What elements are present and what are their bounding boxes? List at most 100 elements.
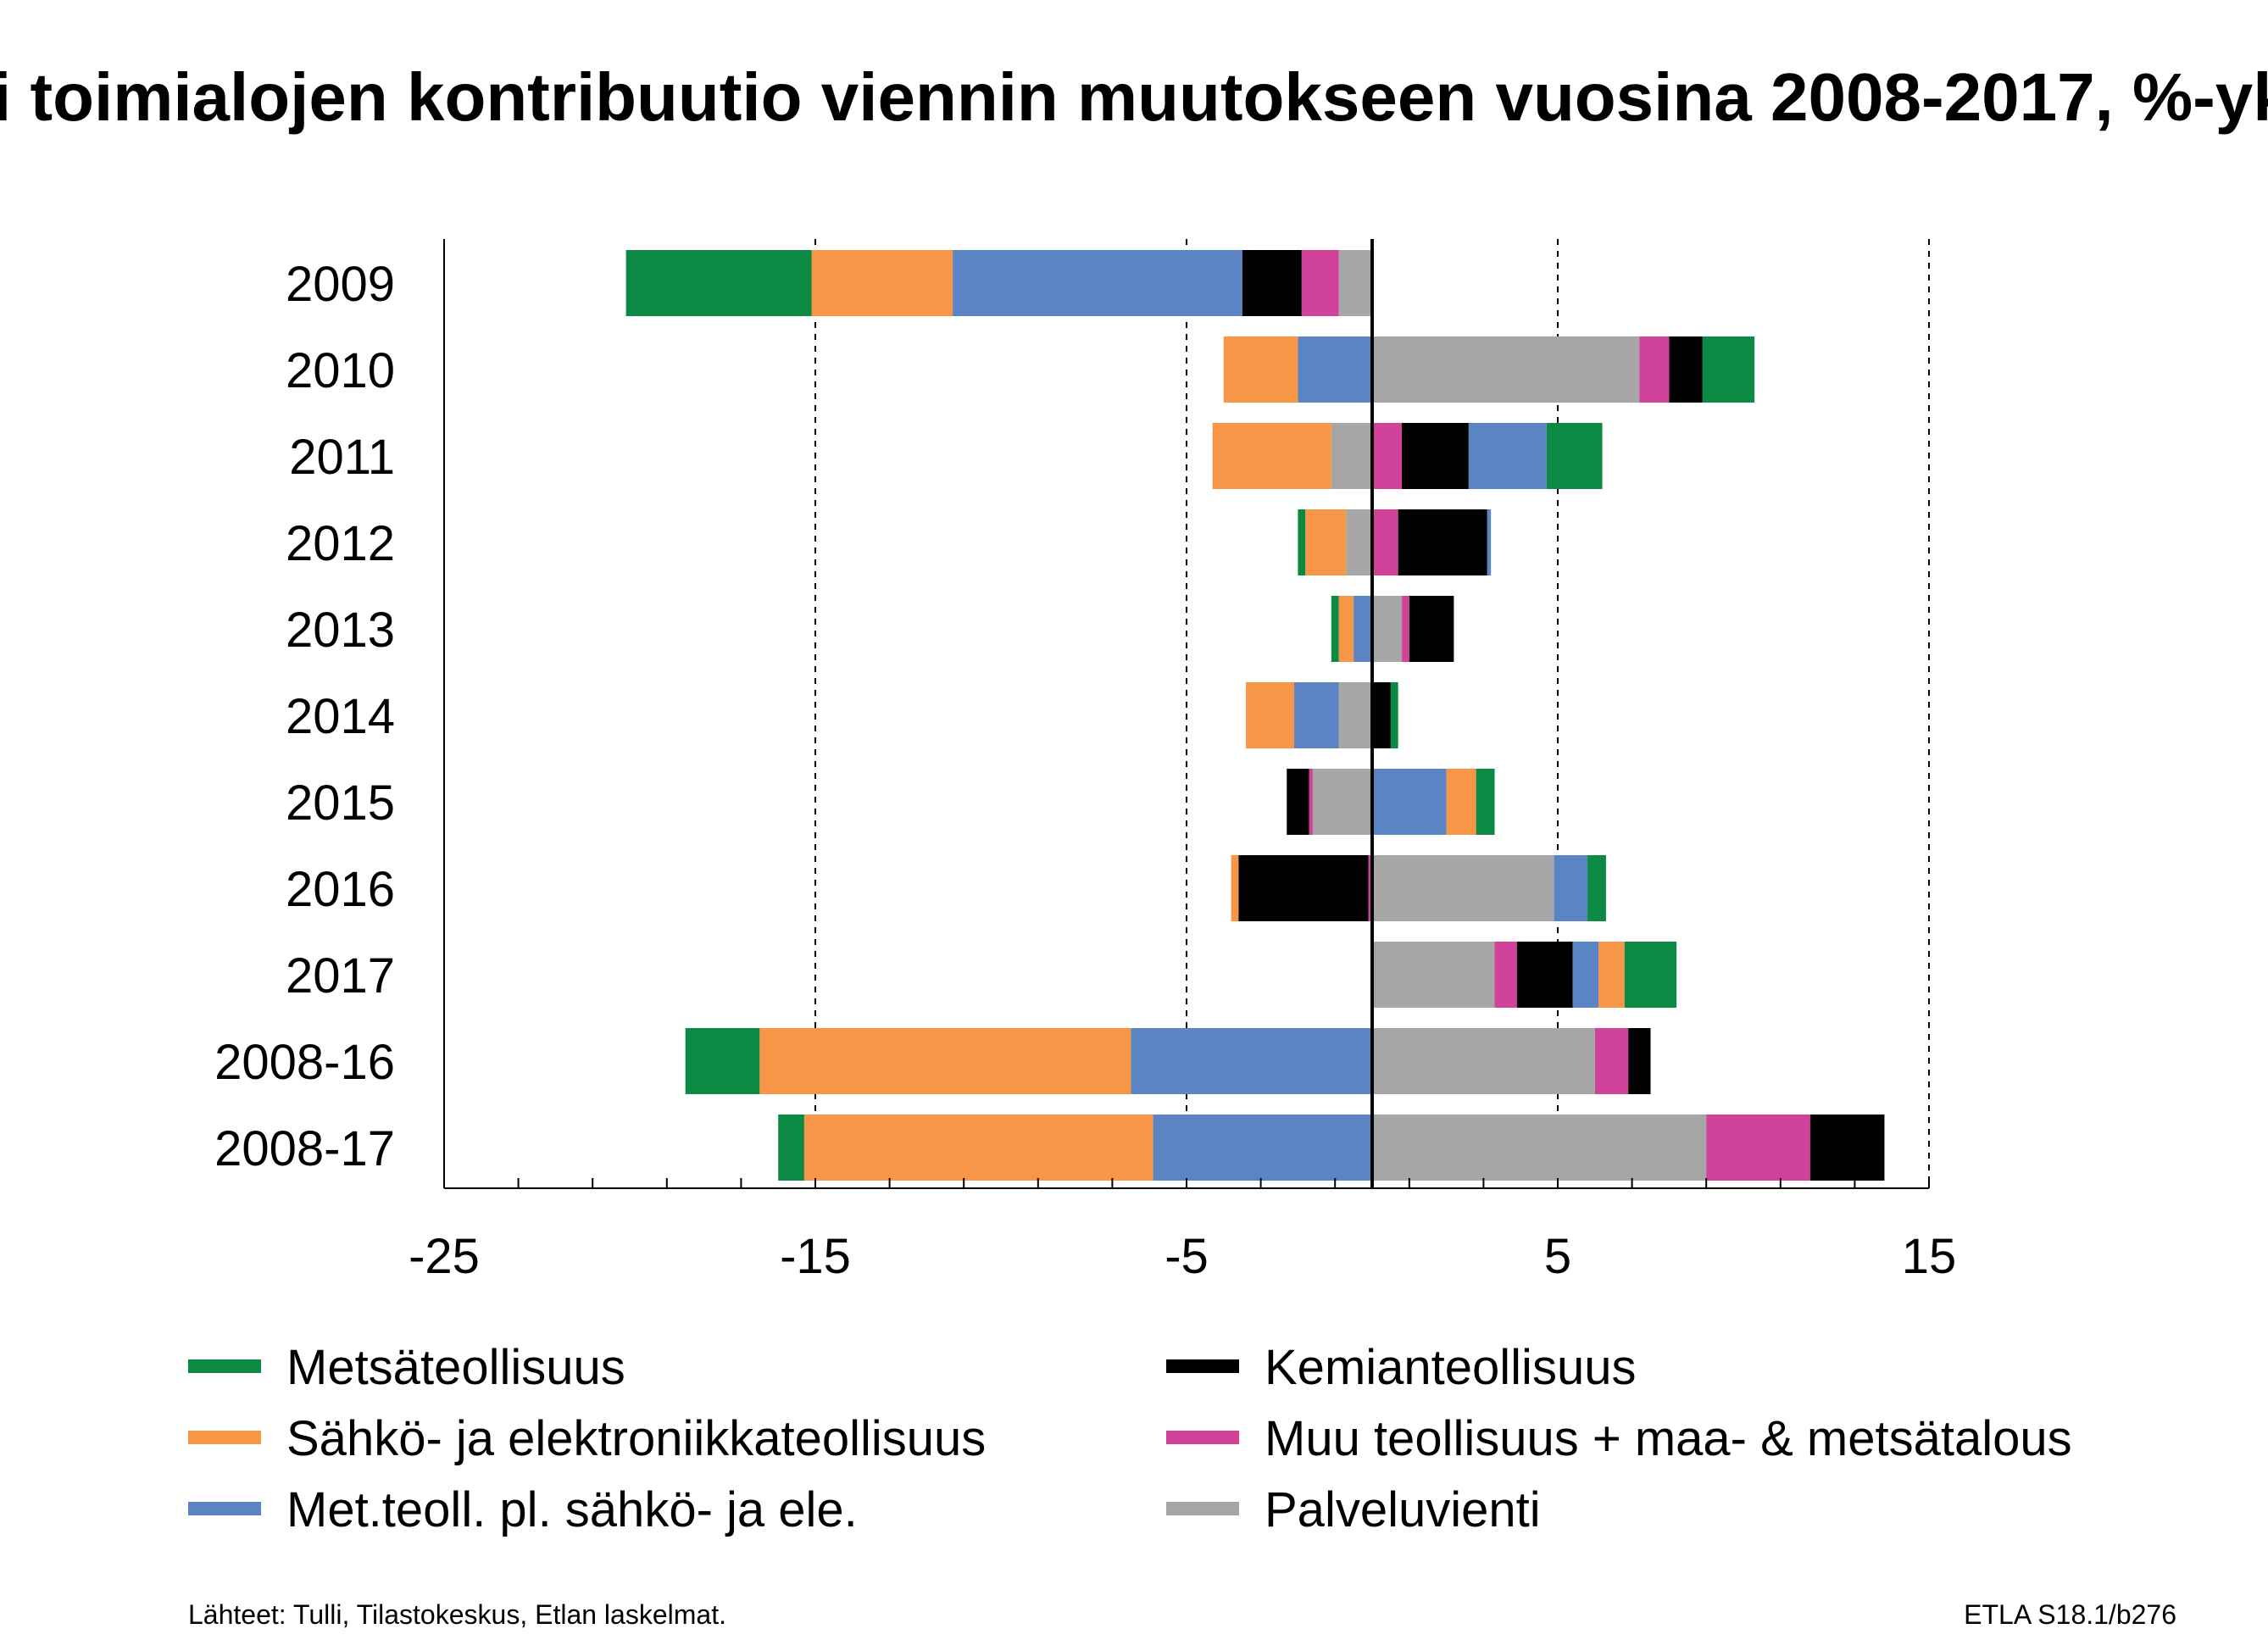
bar-segment: [1331, 423, 1372, 489]
bar-segment: [1238, 855, 1369, 921]
bar-segment: [1298, 336, 1372, 403]
bar-segment: [1402, 596, 1409, 662]
bar-segment: [1598, 942, 1625, 1008]
bar-segment: [1338, 682, 1372, 748]
bar-segment: [1702, 336, 1755, 403]
legend-swatch: [1166, 1359, 1239, 1373]
y-tick-label: 2008-17: [214, 1121, 395, 1176]
bar-segment: [1398, 509, 1487, 575]
y-tick-label: 2008-16: [214, 1035, 395, 1090]
bar-segment: [1242, 250, 1302, 316]
bar-segment: [1372, 423, 1403, 489]
bar-segment: [1338, 250, 1372, 316]
bar-segment: [1309, 769, 1313, 835]
bar-segment: [1305, 509, 1347, 575]
chart-code: ETLA S18.1/b276: [1964, 1599, 2176, 1630]
bar-segment: [1368, 855, 1372, 921]
bar-segment: [1223, 336, 1298, 403]
bar-segment: [1587, 855, 1606, 921]
legend-label: Muu teollisuus + maa- & metsätalous: [1265, 1411, 2072, 1466]
bar-segment: [803, 1115, 1153, 1181]
bar-segment: [1468, 423, 1547, 489]
bar-segment: [1372, 509, 1398, 575]
bar-segment: [1409, 596, 1454, 662]
bar-segment: [1372, 682, 1391, 748]
bar-segment: [1624, 942, 1677, 1008]
bar-segment: [1594, 1028, 1629, 1094]
y-tick-label: 2015: [286, 775, 395, 831]
bar-segment: [685, 1028, 760, 1094]
bar-segment: [1372, 769, 1447, 835]
x-tick-label: 5: [1544, 1229, 1571, 1284]
axes: [443, 239, 1930, 1189]
bar-segment: [1476, 769, 1495, 835]
legend-swatch: [188, 1359, 261, 1373]
bars: [625, 250, 1885, 1181]
bar-segment: [1231, 855, 1239, 921]
bar-segment: [1372, 1028, 1595, 1094]
bar-segment: [1487, 509, 1492, 575]
bar-segment: [1572, 942, 1599, 1008]
x-tick-label: 15: [1902, 1229, 1957, 1284]
bar-segment: [1494, 942, 1517, 1008]
bar-segment: [1372, 942, 1495, 1008]
y-tick-label: 2014: [286, 689, 395, 744]
bar-segment: [953, 250, 1242, 316]
bar-segment: [1706, 1115, 1810, 1181]
x-tick-label: -25: [409, 1229, 480, 1284]
x-tick-label: -5: [1165, 1229, 1209, 1284]
bar-segment: [1372, 596, 1403, 662]
bar-segment: [1554, 855, 1588, 921]
bar-segment: [1312, 769, 1372, 835]
bar-segment: [1402, 423, 1469, 489]
bar-segment: [1346, 509, 1372, 575]
bar-segment: [625, 250, 812, 316]
bar-segment: [1246, 682, 1295, 748]
bar-segment: [1338, 596, 1354, 662]
y-tick-label: 2012: [286, 516, 395, 571]
bar-segment: [1372, 855, 1554, 921]
bar-segment: [1516, 942, 1573, 1008]
source-note: Lähteet: Tulli, Tilastokeskus, Etlan las…: [188, 1599, 726, 1630]
bar-segment: [1287, 769, 1309, 835]
legend-label: Metsäteollisuus: [286, 1340, 625, 1395]
x-tick-label: -15: [780, 1229, 851, 1284]
tick-labels: 2009 2010 2011 2012 2013 2014 2015 2016 2017 2008…: [214, 257, 1956, 1284]
bar-segment: [1669, 336, 1703, 403]
bar-segment: [1298, 509, 1306, 575]
legend-swatch: [188, 1502, 261, 1515]
bar-segment: [1390, 682, 1398, 748]
bar-segment: [1331, 596, 1339, 662]
y-tick-label: 2010: [286, 343, 395, 398]
bar-segment: [1546, 423, 1603, 489]
y-tick-label: 2013: [286, 603, 395, 658]
bar-segment: [778, 1115, 804, 1181]
bar-segment: [1372, 336, 1640, 403]
legend-swatch: [188, 1431, 261, 1444]
bar-segment: [1446, 769, 1476, 835]
bar-segment: [1131, 1028, 1372, 1094]
legend-swatch: [1166, 1502, 1239, 1515]
bar-segment: [1372, 1115, 1707, 1181]
bar-segment: [1354, 596, 1372, 662]
legend-swatch: [1166, 1431, 1239, 1444]
bar-segment: [1639, 336, 1670, 403]
bar-segment: [1301, 250, 1339, 316]
y-tick-label: 2017: [286, 948, 395, 1003]
bar-segment: [1294, 682, 1339, 748]
bar-segment: [1212, 423, 1331, 489]
y-tick-label: 2016: [286, 862, 395, 917]
bar-segment: [811, 250, 953, 316]
y-tick-label: 2009: [286, 257, 395, 312]
bar-segment: [759, 1028, 1131, 1094]
legend: Metsäteollisuus Kemianteollisuus Sähkö- ja…: [188, 1340, 2072, 1537]
bar-segment: [1809, 1115, 1885, 1181]
bar-segment: [1153, 1115, 1372, 1181]
bar-segment: [1628, 1028, 1651, 1094]
legend-label: Met.teoll. pl. sähkö- ja ele.: [286, 1482, 858, 1537]
legend-label: Palveluvienti: [1265, 1482, 1541, 1537]
y-tick-label: 2011: [289, 430, 395, 485]
chart-title: Eri toimialojen kontribuutio viennin muu…: [0, 59, 2268, 135]
legend-label: Kemianteollisuus: [1265, 1340, 1636, 1395]
